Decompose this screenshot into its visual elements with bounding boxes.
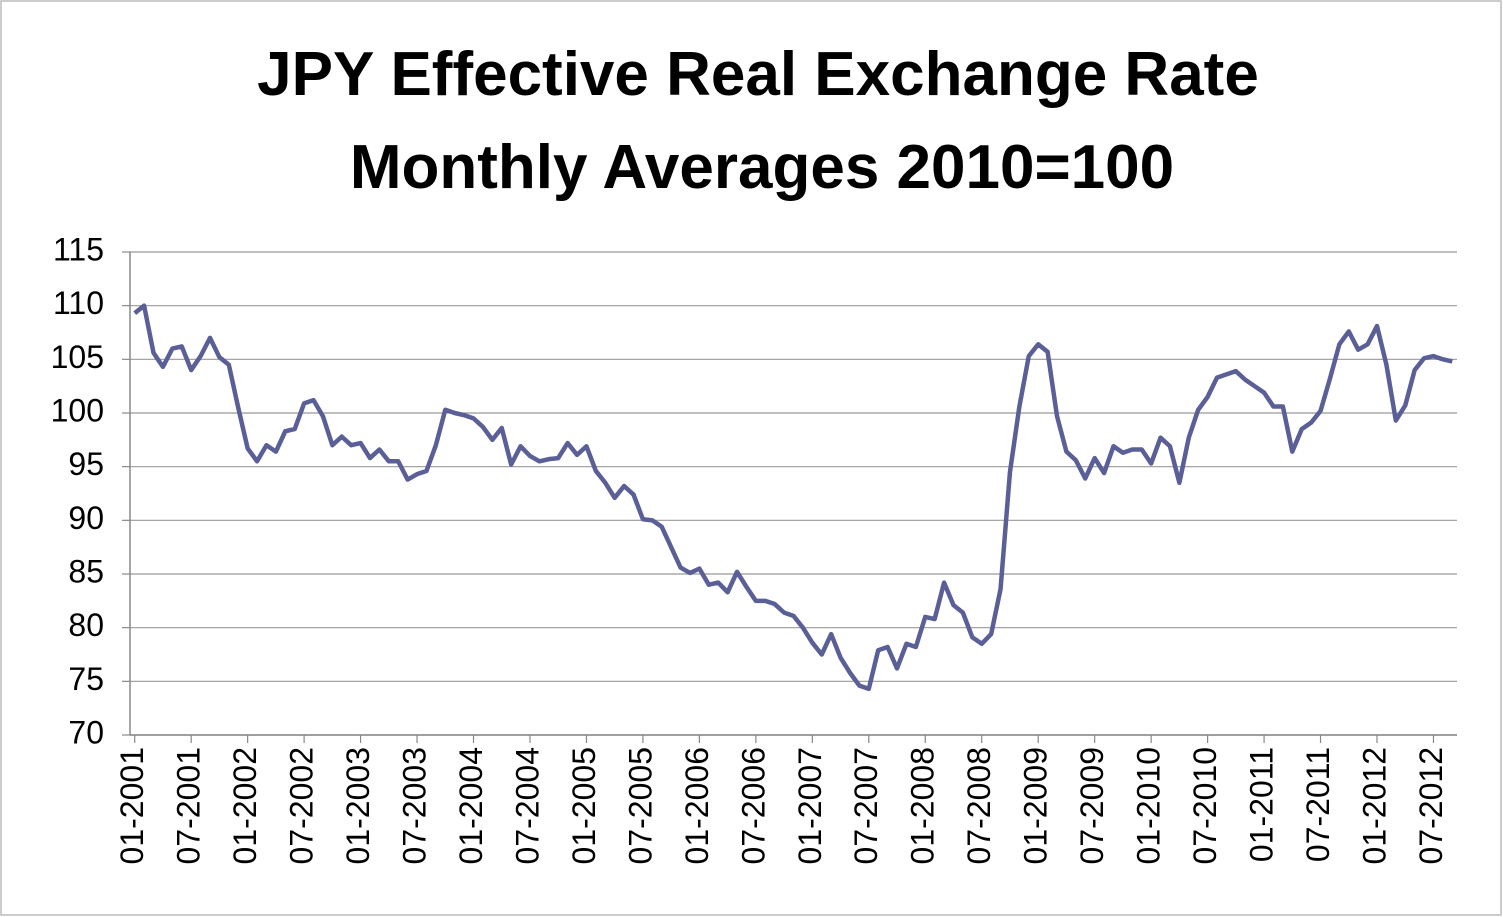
y-tick-label: 115	[53, 231, 104, 267]
y-tick-label: 70	[68, 714, 104, 750]
y-tick-label: 85	[68, 553, 104, 589]
x-tick-label: 01-2007	[792, 747, 828, 864]
y-tick-label: 75	[68, 661, 104, 697]
x-tick-label: 07-2001	[171, 747, 207, 864]
y-tick-label: 105	[51, 339, 104, 375]
x-tick-label: 07-2006	[735, 747, 771, 864]
x-tick-label: 01-2011	[1244, 747, 1280, 862]
y-tick-label: 80	[68, 607, 104, 643]
x-tick-label: 01-2006	[679, 747, 715, 864]
x-tick-label: 07-2010	[1187, 747, 1223, 864]
x-tick-label: 01-2004	[453, 747, 489, 864]
x-tick-label: 01-2002	[227, 747, 263, 864]
y-tick-label: 90	[68, 500, 104, 536]
x-tick-label: 07-2008	[961, 747, 997, 864]
data-line	[133, 303, 1453, 692]
x-tick-label: 01-2005	[566, 747, 602, 864]
y-tick-label: 110	[53, 285, 104, 321]
x-tick-label: 07-2002	[284, 747, 320, 864]
x-tick-label: 01-2008	[905, 747, 941, 864]
x-tick-label: 07-2012	[1413, 747, 1449, 864]
y-tick-label: 100	[51, 392, 104, 428]
x-tick-label: 01-2012	[1356, 747, 1392, 864]
x-tick-label: 07-2009	[1074, 747, 1110, 864]
x-tick-label: 07-2011	[1300, 747, 1336, 862]
chart-subtitle: Monthly Averages 2010=100	[350, 133, 1174, 202]
y-tick-label: 95	[68, 446, 104, 482]
chart-title: JPY Effective Real Exchange Rate	[257, 40, 1259, 109]
x-tick-label: 01-2009	[1018, 747, 1054, 864]
x-tick-label: 01-2003	[340, 747, 376, 864]
x-tick-label: 07-2005	[622, 747, 658, 864]
x-tick-label: 07-2004	[509, 747, 545, 864]
x-tick-label: 07-2003	[396, 747, 432, 864]
x-tick-label: 01-2010	[1131, 747, 1167, 864]
x-tick-label: 01-2001	[114, 747, 150, 864]
x-tick-label: 07-2007	[848, 747, 884, 864]
